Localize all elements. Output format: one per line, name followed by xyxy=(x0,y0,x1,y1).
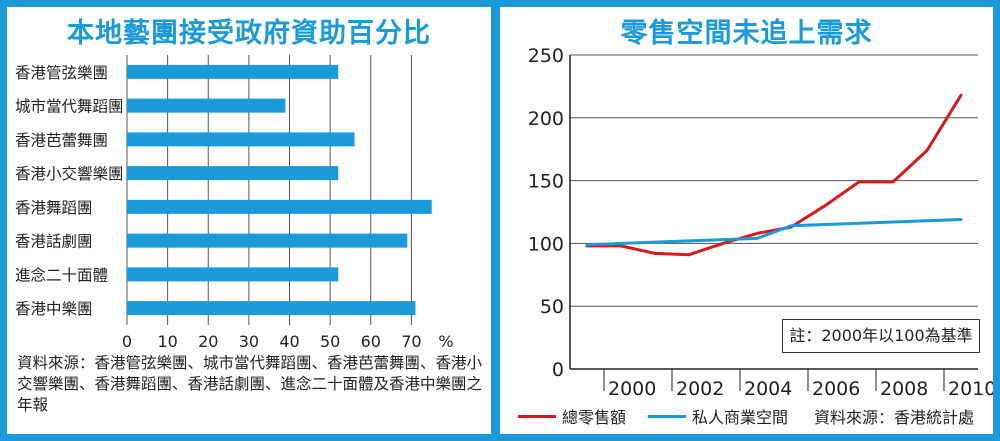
legend-label-retail-sales: 總零售額 xyxy=(562,408,627,427)
bar xyxy=(127,199,432,214)
bar xyxy=(127,301,416,316)
x-tick-label: 50 xyxy=(320,332,340,351)
legend-swatch-private-space xyxy=(648,414,686,418)
legend-retail-sales: 總零售額 xyxy=(518,404,626,428)
x-tick-label: 10 xyxy=(157,332,177,351)
category-label: 香港話劇團 xyxy=(15,233,93,251)
subsidy-panel: 本地藝團接受政府資助百分比 0 10 20 30 40 50 60 70% 香港管弦樂團 城市當代… xyxy=(7,7,491,434)
retail-panel: 零售空間未追上需求 0 50 100 150 200 250 2000 2002 2004 200… xyxy=(500,7,993,434)
x-tick-label: 2008 xyxy=(880,378,928,400)
bar xyxy=(127,267,339,282)
x-tick-label: 2000 xyxy=(608,378,656,400)
category-label: 香港中樂團 xyxy=(15,300,93,318)
subsidy-bar-chart: 0 10 20 30 40 50 60 70 % 香港管弦樂團城市當代舞蹈團香港芭蕾舞團香港小交響… xyxy=(15,55,454,351)
x-tick-label: 2010 xyxy=(948,378,993,400)
y-tick-label: 0 xyxy=(552,359,564,381)
x-unit-label: % xyxy=(438,332,453,351)
series-line-private-space xyxy=(585,218,963,247)
bar xyxy=(127,166,339,181)
bar xyxy=(127,132,355,147)
right-chart-title: 零售空間未追上需求 xyxy=(620,18,873,49)
category-label: 進念二十面體 xyxy=(15,265,108,284)
category-label: 香港管弦樂團 xyxy=(15,64,108,82)
x-tick-label: 2004 xyxy=(744,378,792,400)
bar xyxy=(127,233,408,248)
category-label: 香港小交響樂團 xyxy=(15,165,124,183)
legend-swatch-retail-sales xyxy=(518,414,556,418)
y-tick-label: 100 xyxy=(528,233,564,255)
x-tick-label: 2002 xyxy=(676,378,724,400)
x-tick-label: 20 xyxy=(198,332,218,351)
series-line-retail-sales xyxy=(585,93,963,257)
y-tick-label: 250 xyxy=(528,45,564,67)
y-tick-label: 50 xyxy=(540,296,564,318)
right-source-note: 資料來源：香港統計處 xyxy=(814,408,975,427)
x-tick-label: 2006 xyxy=(812,378,860,400)
legend-private-space: 私人商業空間 xyxy=(648,404,788,428)
category-label: 香港芭蕾舞團 xyxy=(15,131,108,149)
legend-label-private-space: 私人商業空間 xyxy=(692,408,789,427)
category-label: 香港舞蹈團 xyxy=(15,199,93,217)
x-tick-label: 0 xyxy=(122,332,132,351)
x-tick-label: 60 xyxy=(361,332,381,351)
x-tick-label: 30 xyxy=(239,332,259,351)
y-tick-label: 150 xyxy=(528,171,564,193)
category-label: 城市當代舞蹈團 xyxy=(15,98,124,116)
left-chart-title: 本地藝團接受政府資助百分比 xyxy=(67,18,431,49)
x-tick-label: 70 xyxy=(401,332,421,351)
bar xyxy=(127,98,286,113)
x-tick-label: 40 xyxy=(279,332,299,351)
y-tick-label: 200 xyxy=(528,108,564,130)
left-source-note: 資料來源：香港管弦樂團、城市當代舞蹈團、香港芭蕾舞團、香港小交響樂團、香港舞蹈團… xyxy=(17,354,483,414)
retail-line-chart: 0 50 100 150 200 250 2000 2002 2004 2006 2008 2010 xyxy=(528,45,993,400)
bar xyxy=(127,64,339,79)
baseline-note: 註：2000年以100為基準 xyxy=(782,319,980,353)
